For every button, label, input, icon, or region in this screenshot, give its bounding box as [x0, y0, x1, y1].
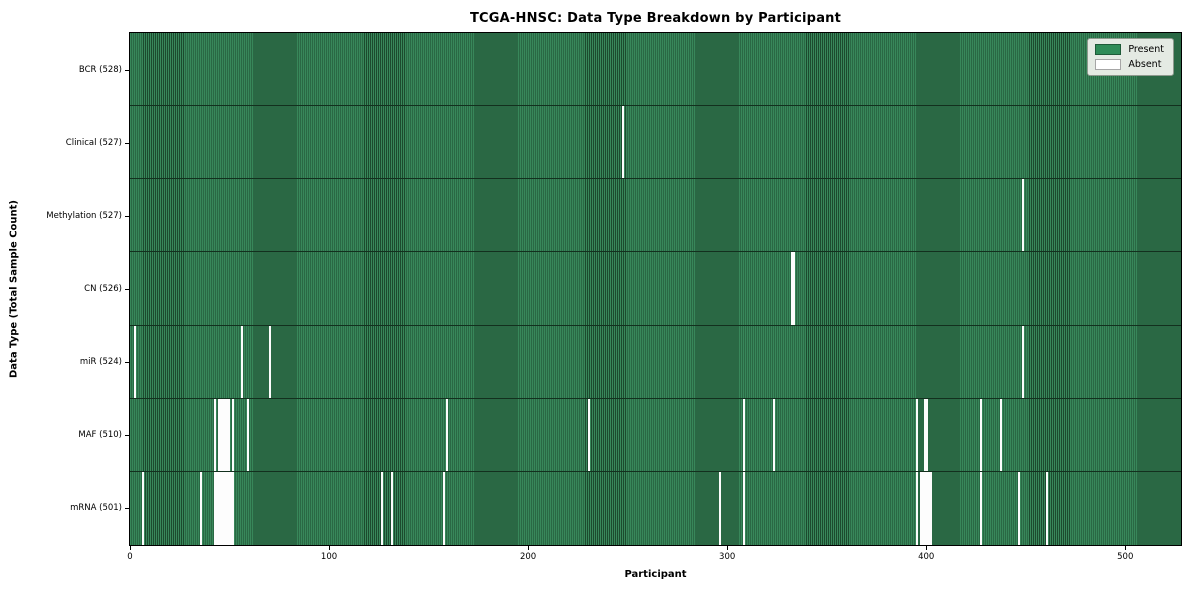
absent-mark-maf-42 — [213, 398, 216, 471]
absent-mark-maf-45 — [219, 398, 222, 471]
legend-entry-absent: Absent — [1095, 59, 1164, 70]
absent-mark-maf-46 — [221, 398, 224, 471]
absent-mark-maf-395 — [916, 398, 919, 471]
absent-mark-mrna-48 — [225, 471, 228, 545]
absent-mark-mrna-43 — [215, 471, 218, 545]
absent-mark-mrna-308 — [743, 471, 746, 545]
y-tick-mark — [125, 362, 130, 364]
x-axis-title: Participant — [624, 569, 687, 580]
absent-mark-cn-333 — [792, 252, 795, 325]
y-tick-mark — [125, 215, 130, 217]
absent-mark-mrna-446 — [1017, 471, 1020, 545]
absent-mark-mrna-398 — [922, 471, 925, 545]
y-tick-mark — [125, 69, 130, 71]
absent-mark-mrna-427 — [979, 471, 982, 545]
absent-mark-mrna-46 — [221, 471, 224, 545]
x-tick-mark — [1125, 546, 1127, 550]
absent-mark-mrna-460 — [1045, 471, 1048, 545]
absent-mark-mrna-157 — [442, 471, 445, 545]
absent-mark-mrna-6 — [141, 471, 144, 545]
y-tick-mark — [125, 289, 130, 290]
y-tick-label-mrna: mRNA (501) — [70, 503, 122, 514]
absent-mark-mrna-45 — [219, 471, 222, 545]
x-tick-label-500: 500 — [1117, 552, 1134, 562]
y-tick-mark — [125, 435, 130, 437]
absent-mark-cn-332 — [790, 252, 793, 325]
absent-mark-maf-159 — [446, 398, 449, 471]
y-tick-label-clinical: Clinical (527) — [65, 137, 122, 148]
absent-mark-maf-323 — [772, 398, 775, 471]
absent-mark-mrna-51 — [231, 471, 234, 545]
x-tick-mark — [528, 546, 530, 550]
absent-mark-methylation-448 — [1021, 179, 1024, 252]
absent-mark-mrna-126 — [380, 471, 383, 545]
absent-mark-mrna-400 — [926, 471, 929, 545]
absent-mark-mrna-131 — [390, 471, 393, 545]
x-tick-label-0: 0 — [127, 552, 133, 562]
absent-mark-mrna-296 — [719, 471, 722, 545]
absent-mark-mrna-42 — [213, 471, 216, 545]
absent-mark-mrna-35 — [199, 471, 202, 545]
x-tick-mark — [130, 546, 131, 550]
y-tick-label-cn: CN (526) — [84, 284, 122, 294]
x-tick-label-400: 400 — [918, 552, 935, 562]
heatmap-row-methylation — [130, 179, 1181, 253]
x-tick-mark — [727, 546, 729, 550]
y-tick-label-bcr: BCR (528) — [78, 64, 122, 75]
absent-mark-mrna-49 — [227, 471, 230, 545]
present-swatch-icon — [1095, 44, 1122, 55]
absent-mark-mrna-402 — [930, 471, 933, 545]
absent-mark-maf-399 — [924, 398, 927, 471]
chart-title: TCGA-HNSC: Data Type Breakdown by Partic… — [469, 11, 842, 26]
heatmap-row-mir — [130, 325, 1181, 399]
absent-mark-maf-427 — [979, 398, 982, 471]
absent-mark-maf-230 — [587, 398, 590, 471]
absent-mark-maf-400 — [926, 398, 929, 471]
absent-mark-maf-47 — [223, 398, 226, 471]
y-tick-label-maf: MAF (510) — [78, 430, 122, 441]
heatmap-row-maf — [130, 398, 1181, 472]
heatmap-plot-area: Present Absent — [130, 33, 1181, 545]
absent-mark-mrna-395 — [916, 471, 919, 545]
x-tick-label-100: 100 — [320, 552, 338, 562]
absent-mark-maf-44 — [217, 398, 220, 471]
absent-mark-mrna-44 — [217, 471, 220, 545]
absent-mark-mrna-399 — [924, 471, 927, 545]
legend-label-absent: Absent — [1128, 59, 1162, 70]
absent-mark-maf-59 — [247, 398, 250, 471]
absent-mark-mir-56 — [241, 325, 244, 398]
heatmap-row-mrna — [130, 471, 1181, 545]
heatmap-row-clinical — [130, 106, 1181, 180]
absent-mark-mrna-50 — [229, 471, 232, 545]
absent-mark-maf-48 — [225, 398, 228, 471]
y-tick-label-mir: miR (524) — [79, 357, 122, 368]
legend: Present Absent — [1087, 38, 1174, 76]
legend-entry-present: Present — [1095, 44, 1164, 55]
absent-mark-mir-448 — [1021, 325, 1024, 398]
x-tick-mark — [926, 546, 928, 550]
absent-mark-mrna-397 — [920, 471, 923, 545]
heatmap-row-bcr — [130, 33, 1181, 107]
absent-mark-maf-51 — [231, 398, 234, 471]
legend-label-present: Present — [1128, 44, 1164, 55]
absent-mark-mrna-401 — [928, 471, 931, 545]
x-tick-mark — [329, 546, 331, 550]
x-tick-label-200: 200 — [519, 552, 537, 562]
y-tick-label-methylation: Methylation (527) — [46, 210, 122, 221]
y-tick-mark — [125, 142, 130, 144]
absent-mark-mir-2 — [133, 325, 136, 398]
x-tick-label-300: 300 — [719, 552, 736, 562]
absent-swatch-icon — [1095, 59, 1122, 70]
y-tick-mark — [125, 508, 130, 510]
absent-mark-mir-70 — [269, 325, 272, 398]
absent-mark-mrna-47 — [223, 471, 226, 545]
heatmap-row-cn — [130, 252, 1181, 326]
absent-mark-maf-308 — [743, 398, 746, 471]
absent-mark-maf-49 — [227, 398, 230, 471]
absent-mark-maf-437 — [999, 398, 1002, 471]
absent-mark-clinical-247 — [621, 106, 624, 179]
